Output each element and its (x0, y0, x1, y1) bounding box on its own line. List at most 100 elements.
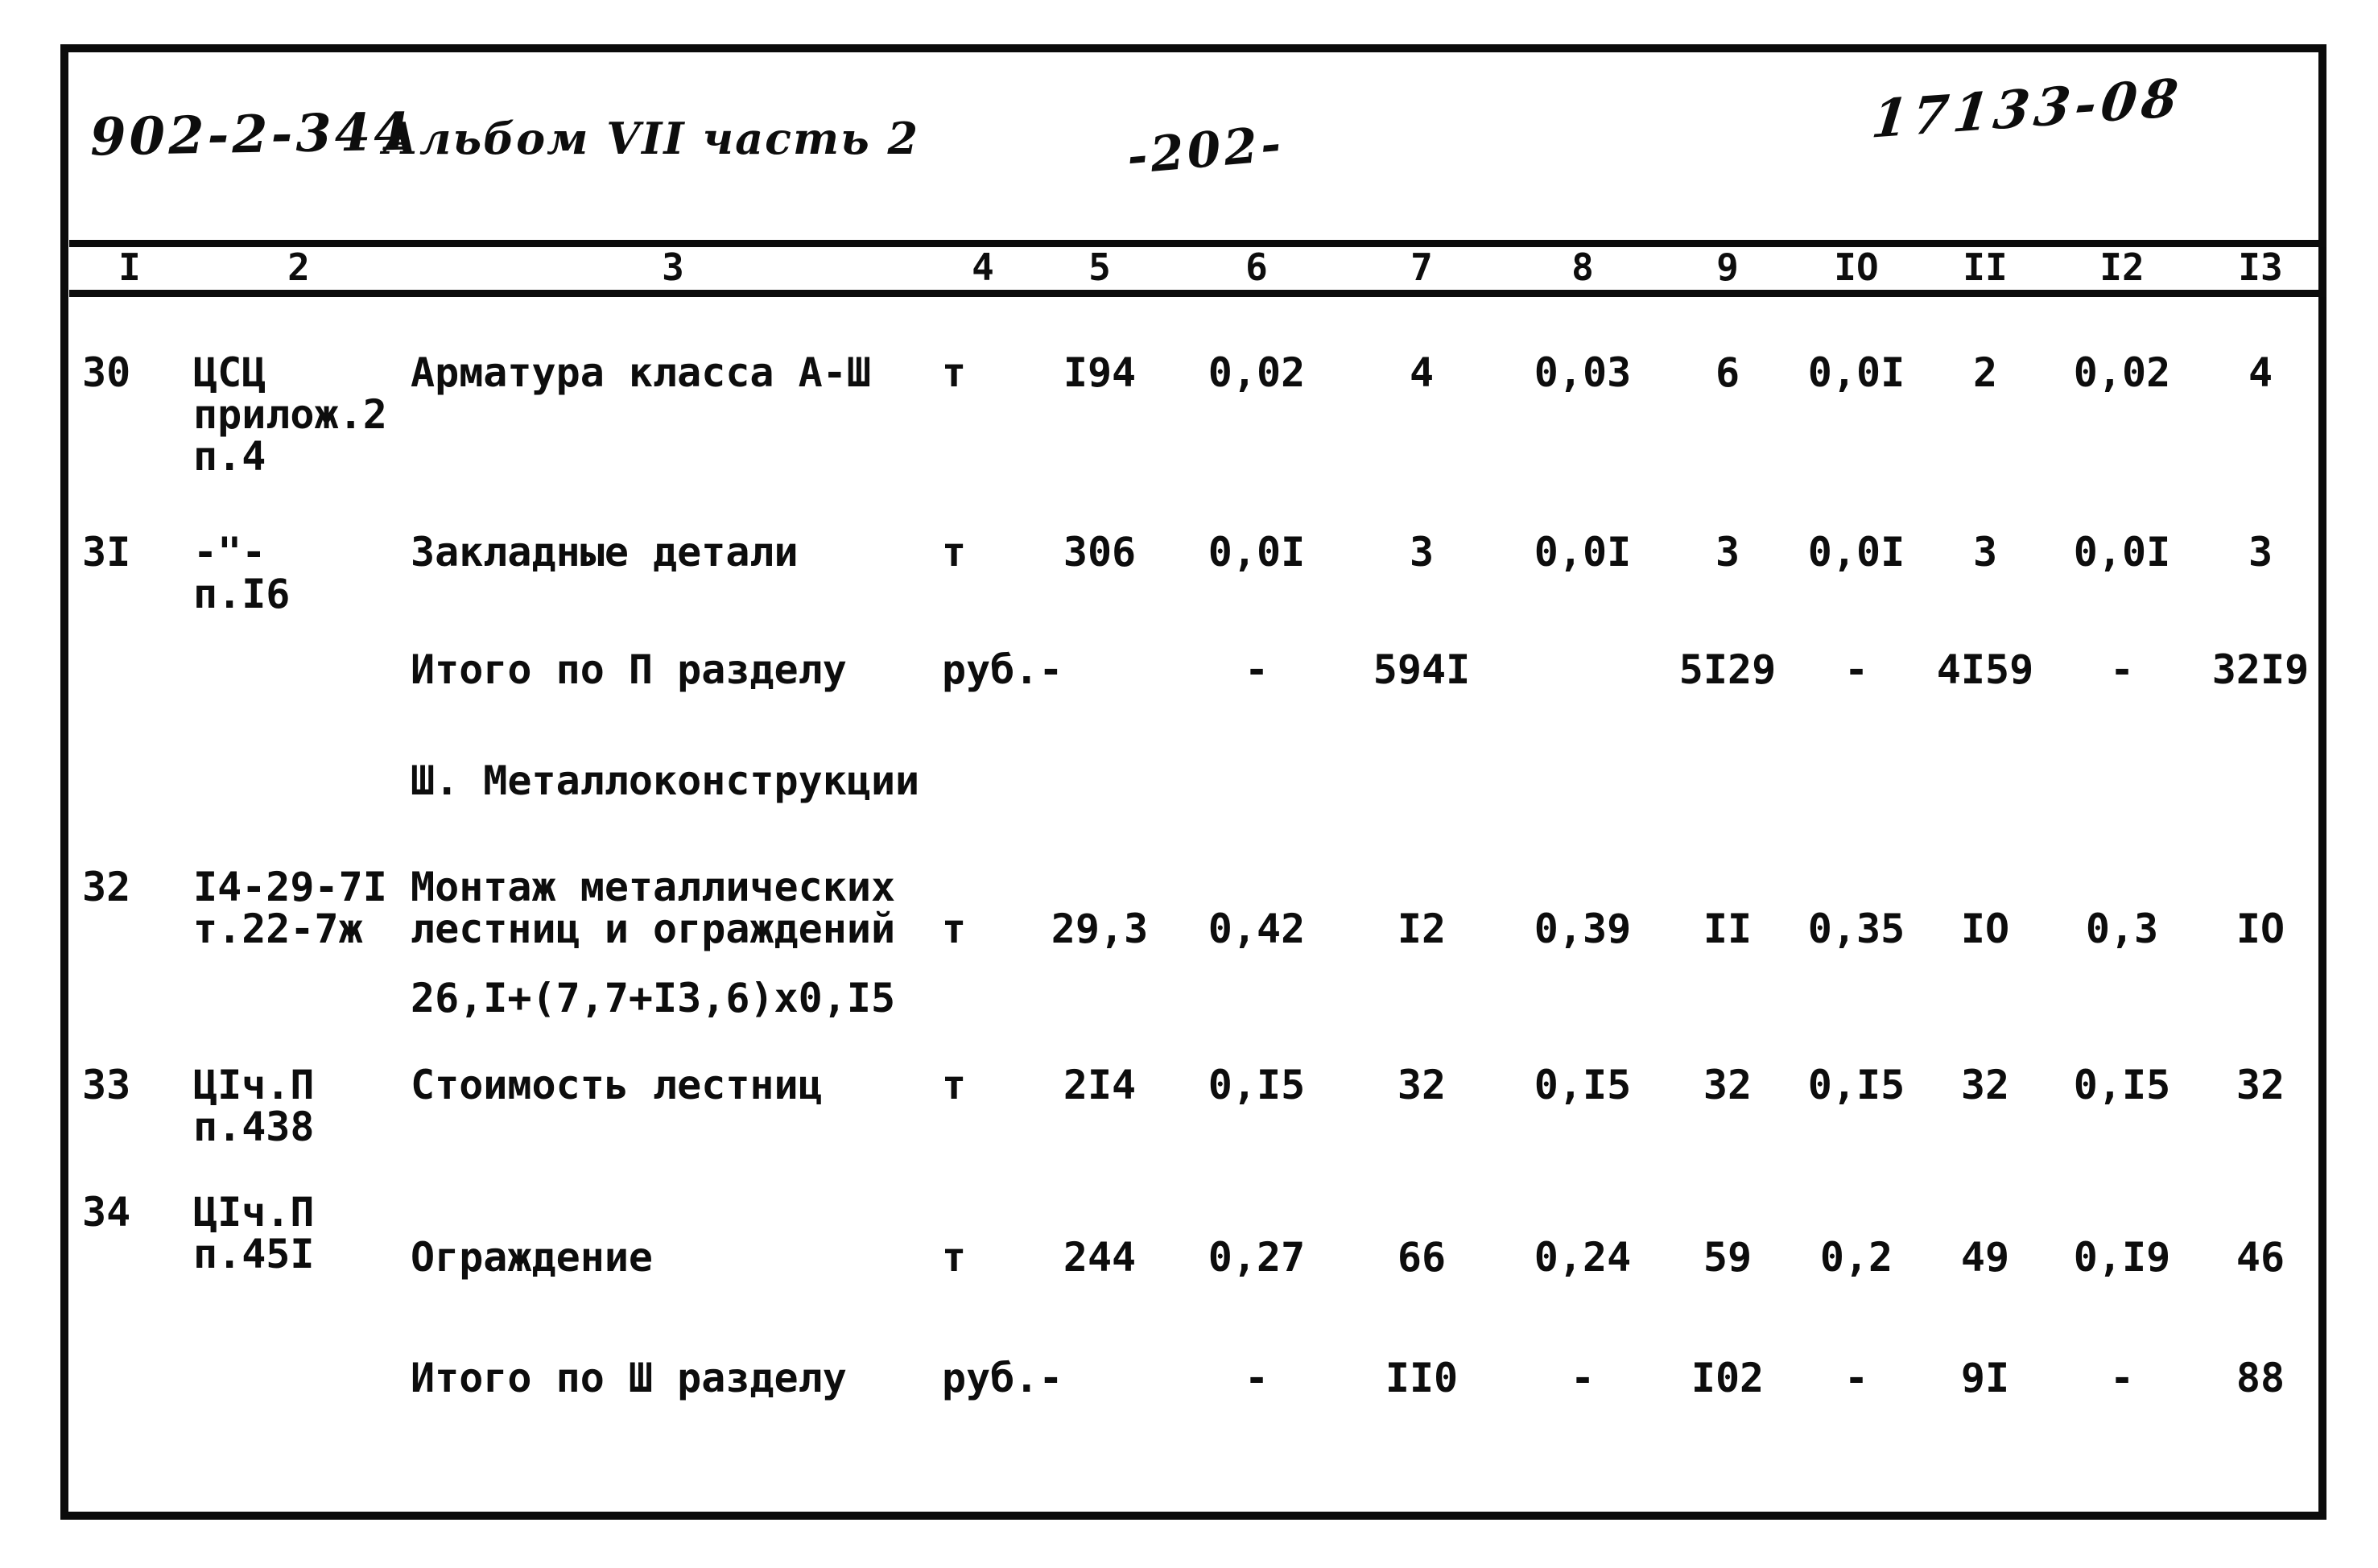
value: 0,I5 (1534, 1062, 1632, 1108)
value: 0,03 (1534, 349, 1632, 396)
value: 2 (1972, 349, 1998, 396)
value: 32 (1397, 1062, 1447, 1108)
column-header: I3 (2238, 246, 2283, 289)
value: 4 (2248, 349, 2273, 396)
unit: т (942, 1062, 967, 1108)
value: 2I4 (1063, 1062, 1137, 1108)
table-header-rule-top (69, 240, 2326, 247)
value: - (2109, 646, 2135, 693)
value: 0,3 (2085, 906, 2159, 952)
ref-code: I4-29-7I т.22-7ж (190, 866, 407, 950)
value: 0,42 (1208, 906, 1306, 952)
row-number: 3I (82, 529, 131, 576)
value: IO (2236, 906, 2285, 952)
table-row-33: 33 ЦIч.П п.438 Стоимость лестниц т 2I4 0… (69, 1064, 2326, 1148)
row-number: 33 (82, 1062, 131, 1108)
row-number: 34 (82, 1189, 131, 1236)
column-header: 7 (1410, 246, 1433, 289)
unit: т (942, 529, 967, 576)
unit: руб.- (942, 646, 1063, 693)
value: 0,35 (1807, 906, 1905, 952)
value: 32I9 (2211, 646, 2310, 693)
work-name: Арматура класса А-Ш (407, 352, 939, 394)
value: 3 (1972, 529, 1998, 576)
value: 88 (2236, 1355, 2285, 1401)
value: - (1843, 1355, 1869, 1401)
value: 0,0I (1208, 529, 1306, 576)
ref-line: прилож.2 (193, 391, 387, 438)
value: I94 (1063, 349, 1137, 396)
value: 0,2 (1819, 1234, 1893, 1281)
row-number: 30 (82, 349, 131, 396)
value: - (1843, 646, 1869, 693)
subtotal-row-section2: Итого по П разделу руб.- - 594I 5I29 - 4… (69, 649, 2326, 691)
section-header-row: Ш. Металлоконструкции (69, 760, 2326, 802)
table-row-31: 3I -"- п.I6 Закладные детали т 306 0,0I … (69, 531, 2326, 615)
work-name: Закладные детали (407, 531, 939, 573)
value: 32 (2236, 1062, 2285, 1108)
value: 306 (1063, 529, 1137, 576)
column-header: 8 (1571, 246, 1594, 289)
table-column-header-row: I 2 3 4 5 6 7 8 9 IO II I2 I3 (69, 246, 2326, 288)
column-header: I (118, 246, 141, 289)
column-header: II (1963, 246, 2008, 289)
value: 9I (1960, 1355, 2010, 1401)
ref-line: п.4 (193, 433, 266, 480)
ref-code: ЦIч.П п.438 (190, 1064, 407, 1148)
value: 3 (1409, 529, 1435, 576)
page-border-frame (60, 44, 2326, 1520)
subtotal-row-section3: Итого по Ш разделу руб.- - II0 - I02 - 9… (69, 1357, 2326, 1399)
value: 49 (1960, 1234, 2010, 1281)
value: - (2109, 1355, 2135, 1401)
value: - (1570, 1355, 1596, 1401)
value: 0,27 (1208, 1234, 1306, 1281)
value: 59 (1703, 1234, 1753, 1281)
work-name-line: Монтаж металлических (411, 864, 896, 910)
value: 0,I9 (2073, 1234, 2171, 1281)
work-name: Ограждение (407, 1191, 939, 1278)
column-header: 3 (662, 246, 684, 289)
column-header: 9 (1716, 246, 1739, 289)
table-header-rule-bottom (69, 290, 2326, 297)
subtotal-label: Итого по Ш разделу (411, 1355, 847, 1401)
value: 0,I5 (1807, 1062, 1905, 1108)
value: II0 (1385, 1355, 1459, 1401)
ref-code: ЦСЦ прилож.2 п.4 (190, 352, 407, 477)
value: 4I59 (1936, 646, 2034, 693)
value: 0,24 (1534, 1234, 1632, 1281)
column-header: 6 (1245, 246, 1268, 289)
value: 32 (1960, 1062, 2010, 1108)
column-header: I2 (2099, 246, 2145, 289)
ref-line: ЦСЦ (193, 349, 266, 396)
value: IO (1960, 906, 2010, 952)
unit: т (942, 1234, 967, 1281)
ref-line: ЦIч.П (193, 1062, 315, 1108)
value: 3 (1715, 529, 1740, 576)
value: 46 (2236, 1234, 2285, 1281)
value: I2 (1397, 906, 1447, 952)
ref-line: п.45I (193, 1231, 315, 1277)
work-name-line: Арматура класса А-Ш (411, 349, 871, 396)
column-header: 2 (287, 246, 310, 289)
value: 0,I5 (2073, 1062, 2171, 1108)
section-title: Ш. Металлоконструкции (411, 757, 920, 804)
value: 594I (1373, 646, 1471, 693)
value: 32 (1703, 1062, 1753, 1108)
row-number: 32 (82, 864, 131, 910)
unit: т (942, 349, 967, 396)
subtotal-label: Итого по П разделу (411, 646, 847, 693)
value: 0,02 (1208, 349, 1306, 396)
value: 0,0I (1534, 529, 1632, 576)
table-row-30: 30 ЦСЦ прилож.2 п.4 Арматура класса А-Ш … (69, 352, 2326, 477)
doc-number: 902-2-344 (89, 101, 414, 168)
work-name-line: Стоимость лестниц (411, 1062, 823, 1108)
album-title: Альбом VII часть 2 (382, 113, 920, 164)
ref-line: п.438 (193, 1104, 315, 1150)
table-row-32: 32 I4-29-7I т.22-7ж Монтаж металлических… (69, 866, 2326, 1019)
value: 0,0I (2073, 529, 2171, 576)
value: - (1244, 1355, 1270, 1401)
value: I02 (1691, 1355, 1765, 1401)
value: 66 (1397, 1234, 1447, 1281)
ref-code: ЦIч.П п.45I (190, 1191, 407, 1275)
